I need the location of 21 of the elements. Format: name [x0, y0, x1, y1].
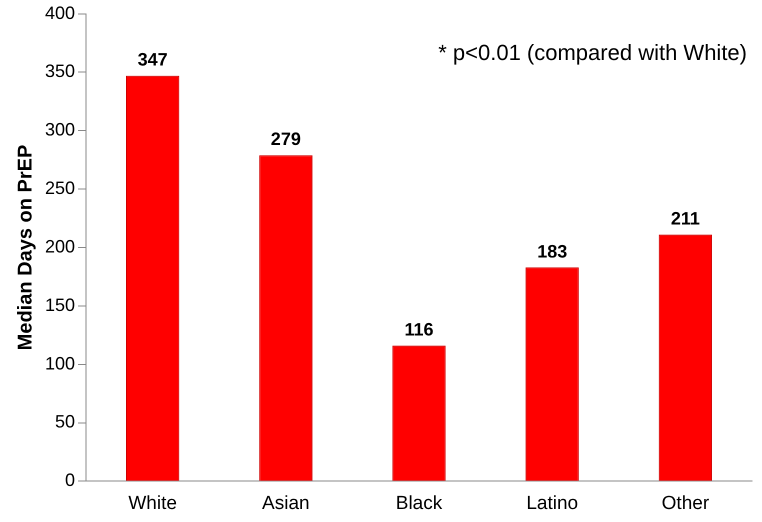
- y-tick-label: 0: [65, 470, 76, 490]
- data-label: 183: [537, 241, 568, 262]
- y-tick-label: 250: [44, 178, 76, 198]
- data-label: 116: [404, 320, 434, 340]
- x-tick-label: White: [128, 492, 177, 514]
- x-tick-label: Latino: [526, 492, 578, 514]
- y-tick-label: 150: [44, 294, 76, 315]
- y-tick-label: 400: [44, 2, 76, 23]
- y-tick-label: 100: [44, 353, 76, 374]
- x-tick-label: Other: [662, 492, 710, 514]
- y-tick-label: 350: [44, 61, 76, 82]
- x-tick-label: Black: [396, 492, 443, 514]
- y-tick-label: 200: [44, 236, 76, 256]
- y-axis-title: Median Days on PrEP: [14, 144, 37, 350]
- x-tick-label: Asian: [262, 492, 310, 514]
- data-label: 279: [270, 129, 301, 150]
- y-tick-label: 300: [44, 120, 76, 140]
- data-label: 211: [670, 208, 700, 229]
- data-label: 347: [138, 50, 168, 70]
- y-tick-label: 50: [55, 412, 76, 432]
- annotation: * p<0.01 (compared with White): [438, 40, 747, 65]
